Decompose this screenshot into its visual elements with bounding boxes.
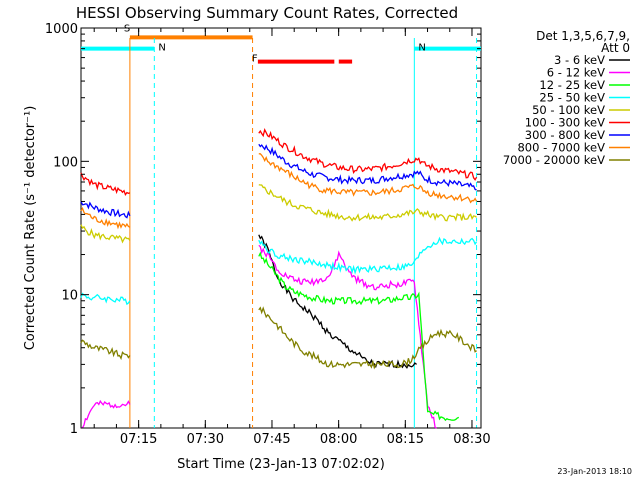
legend-header-line2: Att 0 — [601, 41, 630, 55]
legend-label: 50 - 100 keV — [532, 103, 605, 117]
y-axis-label: Corrected Count Rate (s⁻¹ detector⁻¹) — [23, 106, 38, 351]
x-tick-label: 07:30 — [187, 432, 224, 447]
series-line — [258, 306, 477, 370]
x-tick-label: 07:45 — [253, 432, 290, 447]
legend-label: 7000 - 20000 keV — [503, 153, 605, 167]
y-tick-label: 10 — [61, 289, 78, 304]
legend-label: 300 - 800 keV — [525, 128, 605, 142]
y-tick-label: 1000 — [45, 22, 78, 37]
flag-label: N — [158, 43, 165, 54]
axis-layer: 1 10 100 1000 07:15 07:30 07:45 08:00 08:15 08:30 — [45, 22, 491, 447]
x-tick-label: 07:15 — [120, 432, 157, 447]
x-tick-label: 08:15 — [387, 432, 424, 447]
chart-title: HESSI Observing Summary Count Rates, Cor… — [76, 4, 458, 22]
series-layer — [80, 127, 478, 429]
legend-label: 3 - 6 keV — [554, 53, 605, 67]
flags-layer: S N N F — [81, 23, 481, 65]
legend-label: 800 - 7000 keV — [517, 141, 605, 155]
series-line — [258, 251, 460, 422]
x-axis-label: Start Time (23-Jan-13 07:02:02) — [177, 457, 385, 472]
legend-header-line1: Det 1,3,5,6,7,9, — [536, 29, 630, 43]
series-line — [80, 172, 131, 196]
legend-label: 6 - 12 keV — [547, 66, 605, 80]
flag-label: N — [418, 43, 425, 54]
series-line — [258, 153, 478, 204]
series-line — [258, 127, 478, 181]
series-line — [80, 399, 131, 429]
x-tick-label: 08:00 — [320, 432, 357, 447]
flag-label: F — [252, 54, 258, 65]
footer-timestamp: 23-Jan-2013 18:10 — [557, 467, 632, 476]
x-tick-label: 08:30 — [453, 432, 490, 447]
series-line — [80, 292, 131, 306]
series-line — [80, 224, 131, 244]
legend-label: 25 - 50 keV — [539, 91, 605, 105]
y-tick-label: 100 — [53, 155, 78, 170]
series-line — [258, 236, 478, 275]
series-line — [258, 143, 477, 191]
flag-label: S — [124, 23, 130, 34]
y-tick-label: 1 — [70, 422, 78, 437]
series-line — [80, 206, 131, 230]
series-line — [258, 184, 478, 222]
plot-frame — [80, 27, 482, 429]
series-line — [80, 339, 131, 361]
series-line — [80, 200, 131, 219]
legend-label: 100 - 300 keV — [525, 116, 605, 130]
legend-label: 12 - 25 keV — [539, 78, 605, 92]
